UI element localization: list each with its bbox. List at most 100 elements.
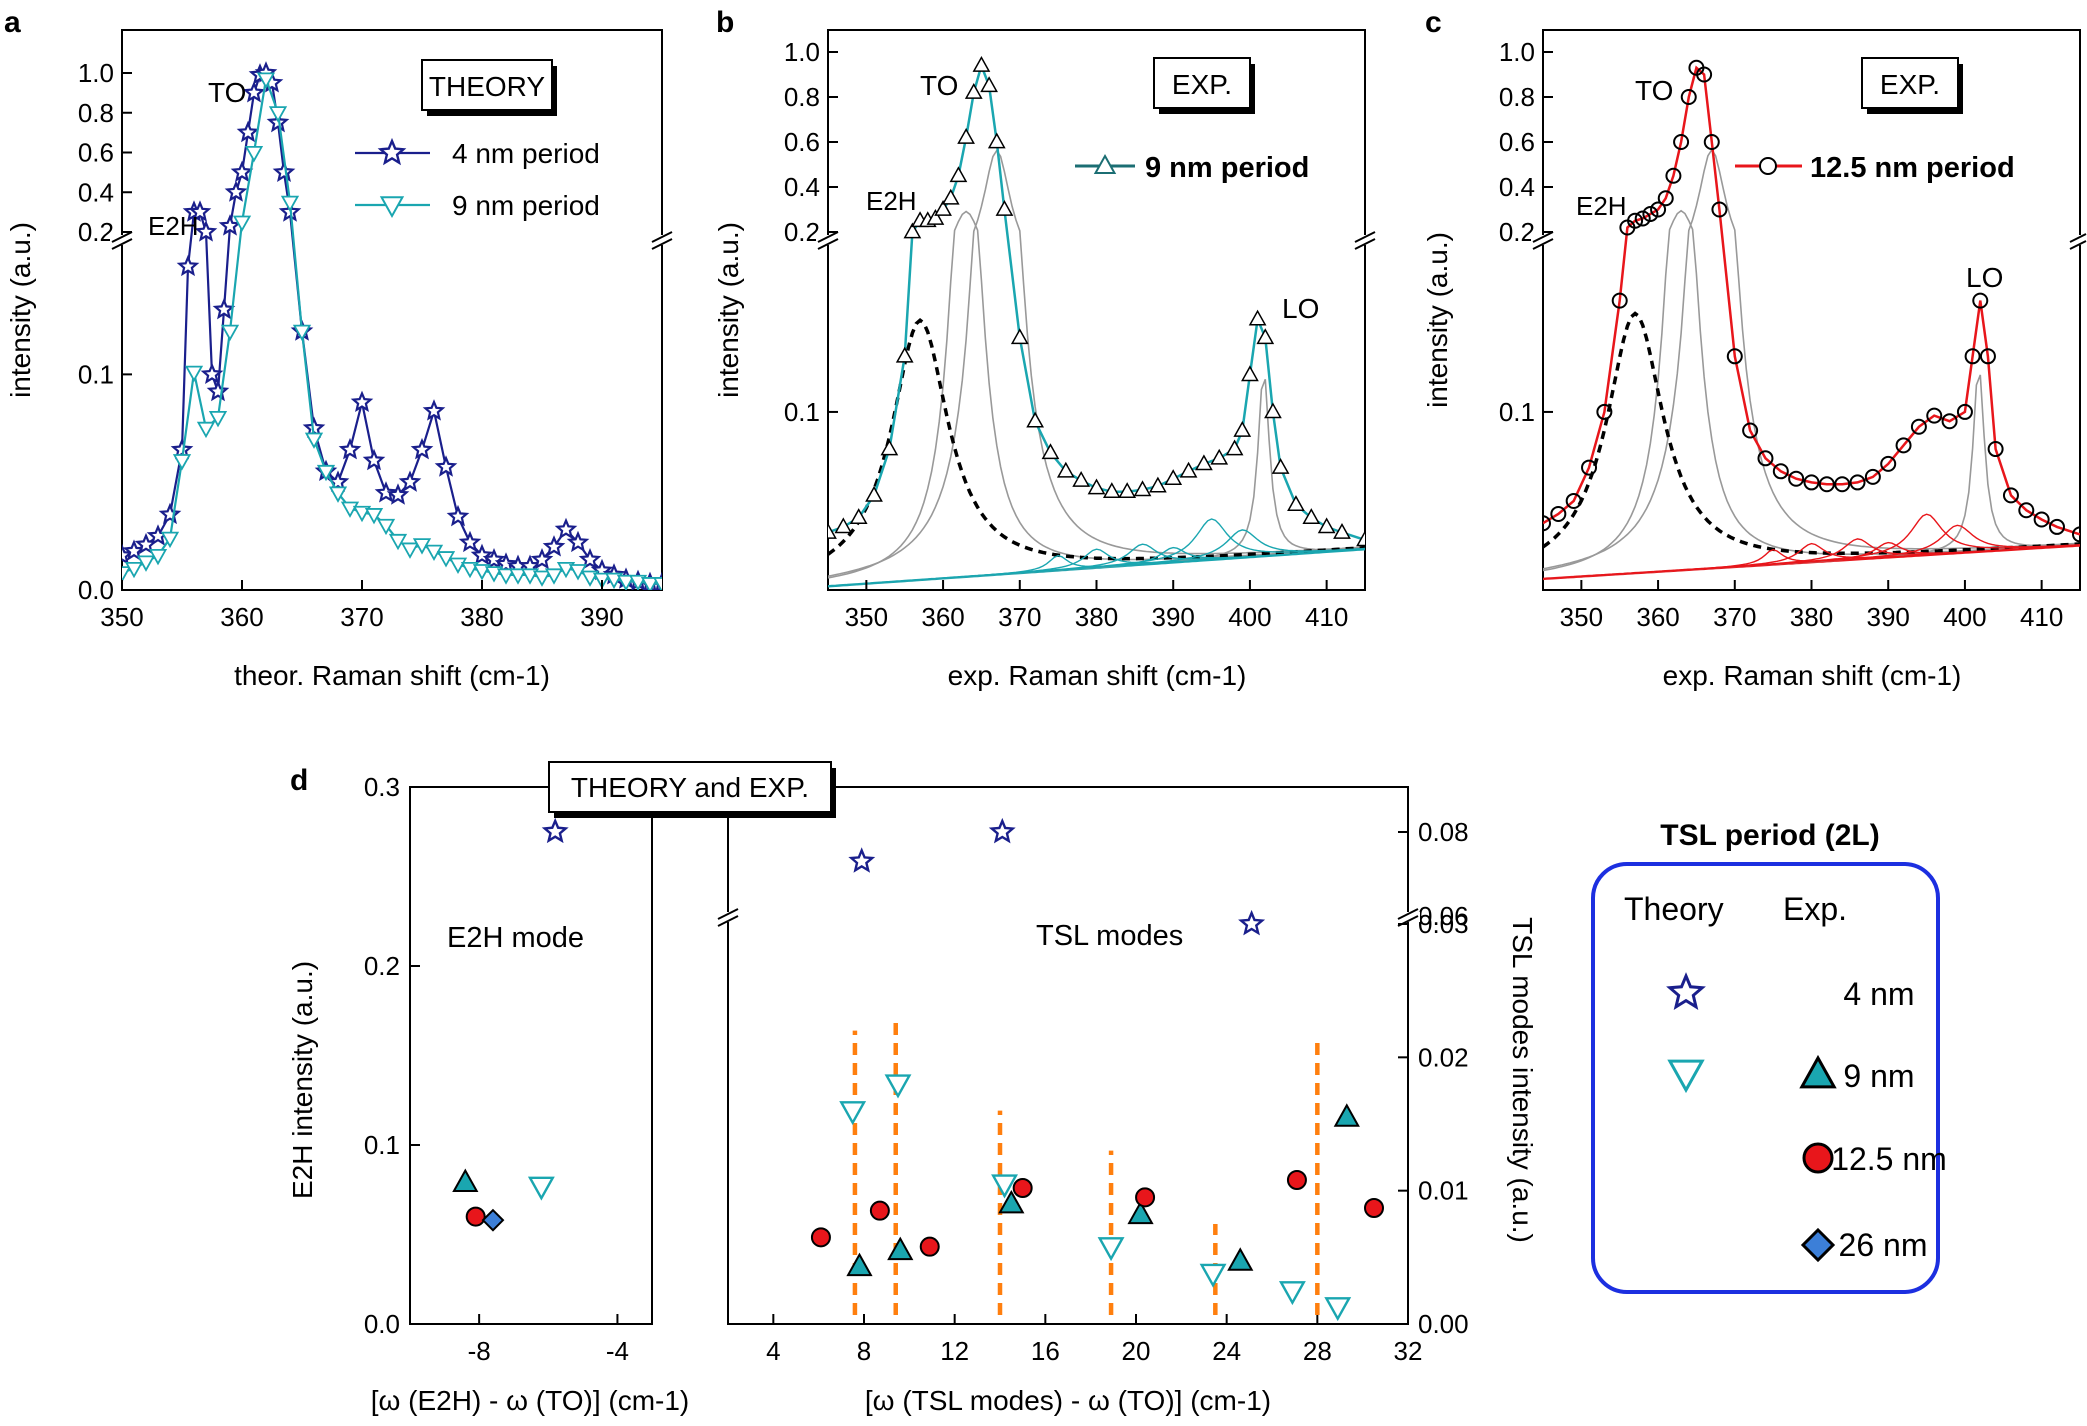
panel-b-xtick-label-6: 410: [1305, 602, 1348, 632]
panel-a-4nm-point: [398, 470, 422, 492]
legend-col-exp: Exp.: [1783, 891, 1847, 927]
panel-c-12-5nm-point: [1650, 201, 1667, 218]
panel-c-12-5nm-point: [1926, 407, 1943, 424]
legend-col-theory: Theory: [1624, 891, 1724, 927]
panel-b-9nm-point: [1210, 448, 1229, 465]
panel-a-9nm-point: [136, 555, 156, 572]
panel-b-box-label: EXP.: [1172, 69, 1232, 100]
legend-diamond-icon: [1800, 1227, 1836, 1263]
panel-a-4nm-point: [206, 379, 230, 402]
panel-b-9nm-point: [828, 522, 837, 539]
panel-b-9nm-point: [1233, 420, 1252, 437]
panel-c-peak-to: TO: [1635, 75, 1673, 106]
panel-a-axis-break: [110, 231, 674, 250]
panel-d-point-exp-12-5nm: [869, 1200, 890, 1221]
panel-b-9nm-point: [1164, 469, 1183, 486]
panel-a-4nm-point: [188, 200, 212, 222]
panel-c-12-5nm-point: [1696, 66, 1713, 83]
panel-b-9nm-point: [1356, 530, 1365, 547]
panel-c-box-label: EXP.: [1880, 69, 1940, 100]
panel-a-9nm-point: [640, 577, 660, 590]
panel-b-9nm-point: [865, 485, 883, 502]
panel-d-point-theory-9nm: [527, 1176, 555, 1201]
panel-c-legend-circle-icon: [1759, 157, 1777, 175]
panel-b-9nm-point: [934, 199, 952, 216]
panel-c-12-5nm-point: [2072, 526, 2080, 543]
legend-row-9nm: 9 nm: [1843, 1058, 1914, 1094]
panel-c-xtick-label-5: 400: [1943, 602, 1986, 632]
panel-c-12-5nm-point: [1703, 134, 1720, 150]
panel-c-ytick-up-label-3: 0.8: [1499, 82, 1535, 112]
panel-d-point-theory-4nm: [988, 817, 1016, 844]
panel-c-12-5nm-point: [1757, 450, 1774, 467]
panel-a-4nm-point: [350, 390, 374, 412]
panel-c-12-5nm-point: [1596, 403, 1613, 420]
panel-a-4nm-point: [236, 120, 260, 143]
panel-b: 350 360 370 380 390 400 4100.10.20.40.60.81.0 …: [713, 29, 1377, 691]
panel-c-12-5nm-point: [1627, 212, 1644, 229]
panel-a-4nm-point: [158, 502, 182, 525]
panel-b-9nm-point: [995, 199, 1014, 216]
fit-component-tsl: [828, 529, 1365, 587]
panel-b-ytick-up-label-4: 1.0: [784, 37, 820, 67]
panel-a-9nm-point: [328, 486, 348, 503]
panel-a-9nm-point: [340, 501, 360, 518]
panel-a-legend-triangle-icon: [379, 196, 405, 219]
panel-c-12-5nm-point: [1803, 474, 1820, 491]
panel-a-9nm-point: [580, 570, 600, 587]
panel-a-4nm-point: [530, 547, 554, 570]
panel-b-9nm-point: [949, 166, 968, 183]
panel-a-9nm-point: [124, 561, 144, 579]
panel-d-right-xtick-label-6: 28: [1303, 1336, 1332, 1366]
panel-c-frame: [1542, 29, 2081, 591]
panel-b-ylabel: intensity (a.u.): [713, 222, 744, 398]
panel-d-point-exp-12-5nm: [1135, 1187, 1156, 1208]
panel-a-4nm-point: [410, 437, 434, 460]
panel-d-right-ytick-label-2: 0.02: [1418, 1042, 1469, 1072]
panel-b-ytick-up-label-2: 0.6: [784, 127, 820, 157]
panel-a-xtick-label-3: 380: [460, 602, 503, 632]
legend-box: [1591, 862, 1940, 1294]
panel-d-point-theory-9nm: [1097, 1237, 1125, 1262]
panel-c-12-5nm-point: [1849, 474, 1866, 491]
panel-b-9nm-point: [1102, 482, 1121, 499]
panel-a-9nm-point: [484, 566, 504, 583]
panel-a-9nm-point: [532, 570, 552, 587]
panel-d-left-ytick-label-2: 0.2: [364, 951, 400, 981]
panel-c-xtick-label-6: 410: [2020, 602, 2063, 632]
panel-b-xlabel: exp. Raman shift (cm-1): [948, 660, 1247, 691]
panel-b-xtick-label-2: 370: [998, 602, 1041, 632]
panel-c-12-5nm-point: [1642, 206, 1659, 222]
panel-d-left-frame: [409, 786, 653, 1325]
panel-b-9nm-point: [1026, 411, 1045, 428]
panel-d-point-theory-9nm: [991, 1174, 1018, 1199]
panel-c-xtick-label-1: 360: [1636, 602, 1679, 632]
panel-d-right-xtick-label-2: 12: [940, 1336, 969, 1366]
panel-b-9nm-point: [1248, 309, 1267, 326]
panel-b-9nm-point: [926, 208, 945, 225]
panel-c-axis-break: [1531, 231, 2087, 250]
panel-d-left-annotation: E2H mode: [447, 922, 584, 954]
panel-a-series-9nm: [122, 72, 662, 590]
panel-d: -8 -4 0.0 0.1 0.2 0.3 4 8 12 16 20 24 28 320.00 0.01 0.…: [287, 761, 1947, 1416]
panel-d-point-exp-9nm: [1227, 1247, 1254, 1271]
panel-b-9nm-point: [1302, 508, 1321, 525]
panel-c-12-5nm-point: [1665, 167, 1682, 184]
panel-c-peak-e2h: E2H: [1576, 191, 1627, 221]
panel-d-point-exp-9nm: [846, 1252, 873, 1277]
panel-b-9nm-point: [980, 76, 998, 93]
panel-b-9nm-point: [987, 132, 1006, 149]
panel-b-9nm-point: [1118, 482, 1137, 499]
panel-b-9nm-point: [1133, 480, 1152, 497]
panel-a-9nm-point: [388, 533, 408, 551]
panel-a-legend-4nm: 4 nm period: [452, 138, 600, 169]
panel-a-theory-box: THEORY: [421, 59, 557, 116]
panel-a-4nm-point: [434, 455, 458, 477]
panel-a-9nm-point: [244, 145, 264, 163]
fit-component-tsl: [1543, 524, 2080, 580]
legend-title: TSL period (2L): [1660, 819, 1879, 852]
panel-b-xtick-label-5: 400: [1228, 602, 1271, 632]
panel-a-4nm-point: [446, 504, 470, 527]
panel-c-12-5nm-point: [1634, 210, 1651, 227]
